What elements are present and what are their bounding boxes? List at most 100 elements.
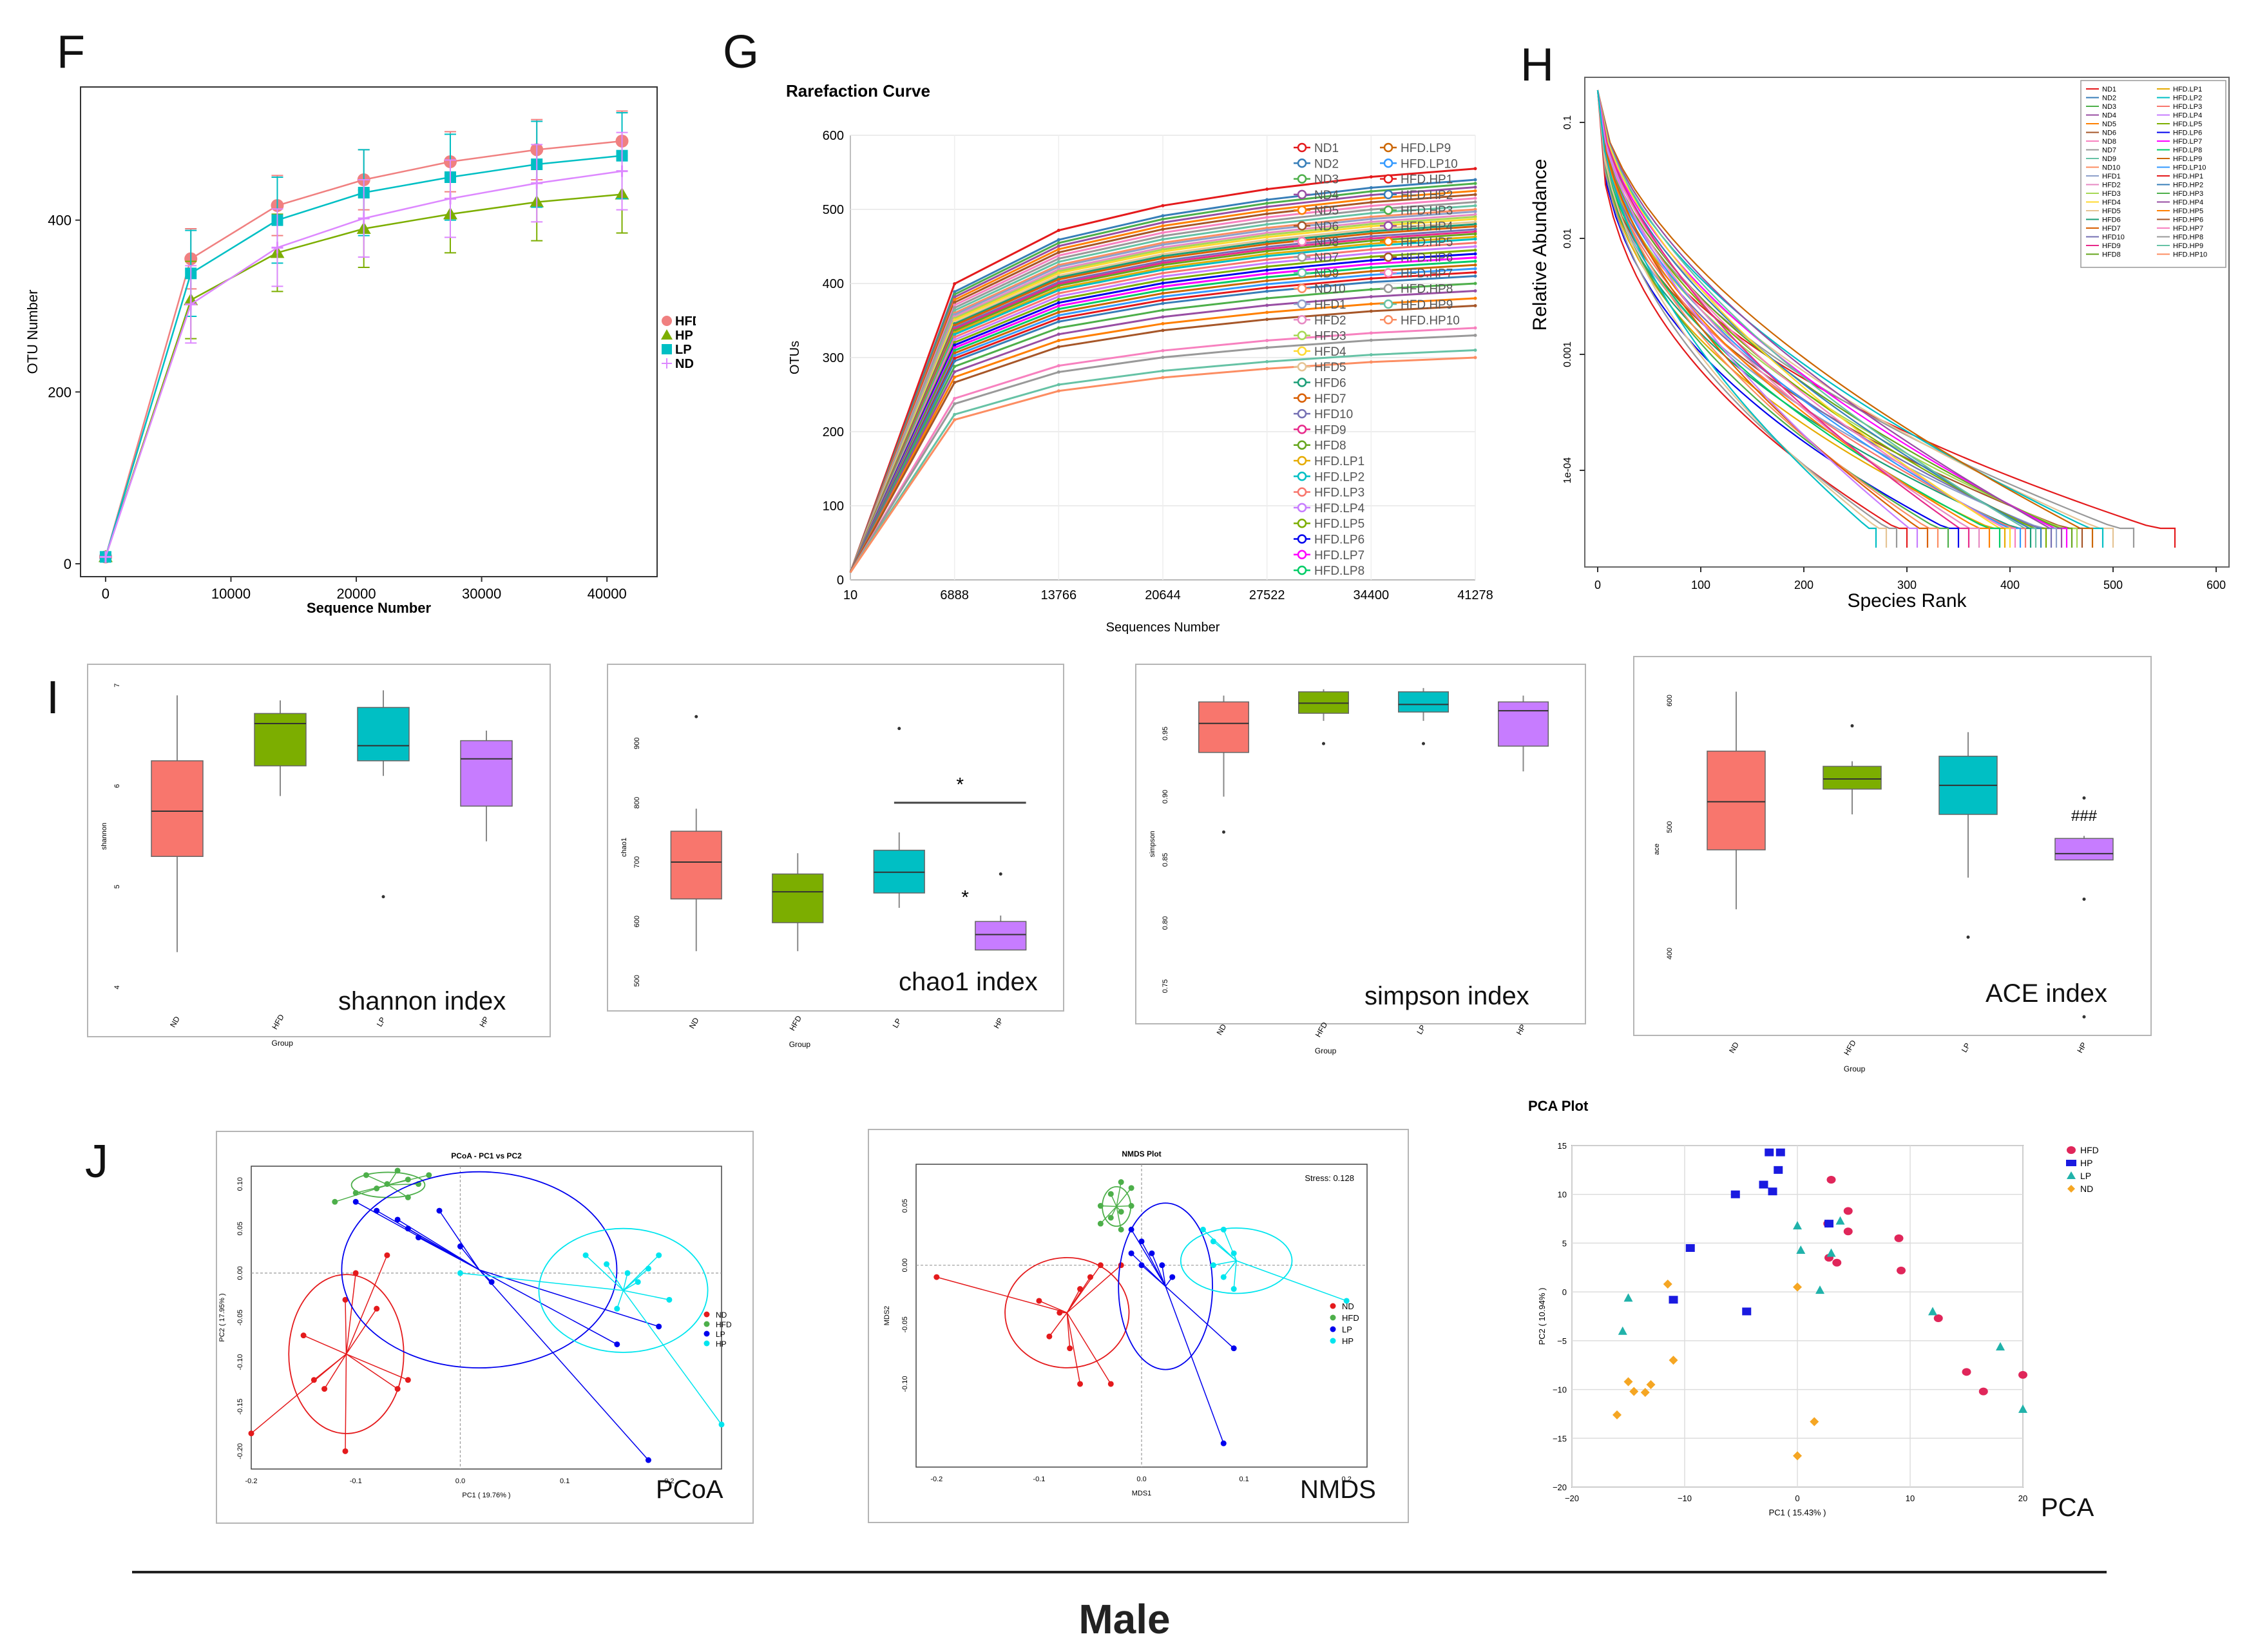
legend-marker: [1297, 189, 1307, 200]
x-tick-label: −20: [1565, 1494, 1579, 1503]
box-hp: [1498, 701, 1549, 747]
y-axis-label: shannon: [100, 823, 108, 850]
curve-point: [1265, 272, 1269, 276]
legend-label: HFD1: [2102, 173, 2121, 180]
spider-line: [323, 1354, 347, 1389]
curve-point: [1369, 338, 1373, 342]
spider-line: [1116, 1187, 1132, 1207]
legend-marker: [1383, 205, 1393, 215]
legend-marker: [1297, 158, 1307, 168]
abundance-curve: [1596, 90, 1919, 548]
legend-label: HP: [675, 329, 693, 343]
curve-point: [1473, 356, 1477, 360]
x-tick-label: 30000: [462, 586, 501, 602]
legend-label: HFD.LP6: [1314, 533, 1364, 547]
y-tick-label: 100: [823, 499, 844, 514]
x-tick-label: 27522: [1249, 588, 1285, 602]
x-axis-label: MDS1: [1132, 1490, 1152, 1497]
legend-label: LP: [716, 1330, 725, 1339]
data-point-nd: [1646, 1380, 1656, 1389]
curve-point: [1473, 186, 1477, 189]
curve-point: [1473, 193, 1477, 197]
data-point-lp: [1793, 1221, 1802, 1230]
x-tick-label: 0: [1795, 1494, 1799, 1503]
curve-point: [953, 306, 957, 310]
outlier-point: [694, 715, 698, 718]
curve-point: [953, 402, 957, 406]
data-point-lp: [394, 1216, 401, 1223]
legend-label: ND10: [2102, 164, 2120, 172]
y-tick-label: 200: [823, 425, 844, 439]
curve-point: [1265, 303, 1269, 307]
data-point-hfd: [1097, 1203, 1104, 1209]
legend-marker: [1383, 252, 1393, 262]
spider-line: [1066, 1265, 1101, 1313]
data-point-lp: [1996, 1341, 2005, 1350]
data-point-hp: [1765, 1148, 1774, 1157]
box-hfd: [254, 713, 307, 767]
curve-point: [1057, 326, 1060, 330]
legend-marker: [1297, 534, 1307, 544]
data-point-nd: [1077, 1286, 1084, 1292]
curve-point: [1473, 252, 1477, 256]
abundance-curve: [1596, 90, 2114, 548]
outlier-point: [381, 895, 385, 899]
legend-marker: [703, 1340, 710, 1347]
chart-f-otu-number: 0 10000 20000 30000 40000 0 200 400 Sequence Num…: [26, 86, 696, 616]
data-point-nd: [1067, 1345, 1073, 1352]
legend-label: HFD.LP5: [1314, 517, 1364, 531]
spider-line: [479, 1269, 659, 1327]
group-ellipse: [350, 1171, 426, 1198]
y-tick-label: -0.05: [236, 1309, 244, 1325]
legend-label: HFD6: [2102, 216, 2121, 224]
spider-line: [1223, 1260, 1237, 1278]
y-tick-label: 200: [48, 384, 72, 400]
curve-point: [1265, 242, 1269, 246]
curve-point: [1161, 204, 1165, 207]
x-axis-label: Species Rank: [1847, 590, 1967, 611]
curve-point: [1057, 251, 1060, 255]
plot-frame: [80, 86, 658, 577]
curve-point: [1265, 282, 1269, 286]
spider-line: [1141, 1241, 1166, 1287]
legend-label: HFD.LP6: [2173, 130, 2202, 137]
data-point-lp: [1159, 1262, 1165, 1269]
curve-point: [953, 370, 957, 374]
curve-point: [1161, 356, 1165, 360]
curve-point: [1265, 296, 1269, 300]
legend-marker: [1297, 221, 1307, 231]
curve-point: [1057, 370, 1060, 374]
legend-label: HFD.HP4: [2173, 199, 2203, 207]
curve-point: [1265, 187, 1269, 191]
data-point-nd: [1623, 1377, 1633, 1387]
data-point-hfd: [1107, 1191, 1114, 1197]
abundance-curve: [1596, 90, 1888, 548]
y-tick-label: 500: [633, 975, 641, 986]
data-point-hp: [457, 1270, 463, 1276]
abundance-curve: [1596, 90, 1898, 548]
curve-point: [953, 365, 957, 369]
outlier-point: [1222, 830, 1225, 834]
data-point-hp: [1824, 1220, 1833, 1228]
curve-point: [1369, 175, 1373, 179]
data-point-hfd: [1843, 1207, 1853, 1215]
curve-point: [953, 418, 957, 422]
outlier-point: [2082, 796, 2086, 800]
spider-line: [1131, 1229, 1166, 1287]
x-axis-label: Sequences Number: [1106, 620, 1220, 635]
legend-marker: [1330, 1303, 1336, 1309]
x-tick-label: 40000: [588, 586, 627, 602]
legend-label: HFD6: [1314, 377, 1346, 390]
curve-point: [1161, 278, 1165, 282]
spider-line: [1165, 1286, 1224, 1444]
x-tick-label: ND: [1727, 1041, 1741, 1055]
x-tick-label: 10: [1906, 1494, 1915, 1503]
legend-label: HFD.HP3: [2173, 190, 2203, 198]
legend-marker: [1297, 425, 1307, 434]
data-point-lp: [1128, 1250, 1134, 1256]
data-point-hfd: [1962, 1368, 1971, 1376]
data-point-nd: [1669, 1356, 1678, 1365]
curve-point: [1369, 294, 1373, 298]
data-point-hp: [1742, 1307, 1752, 1316]
caption-pcoa: PCoA: [656, 1475, 723, 1504]
